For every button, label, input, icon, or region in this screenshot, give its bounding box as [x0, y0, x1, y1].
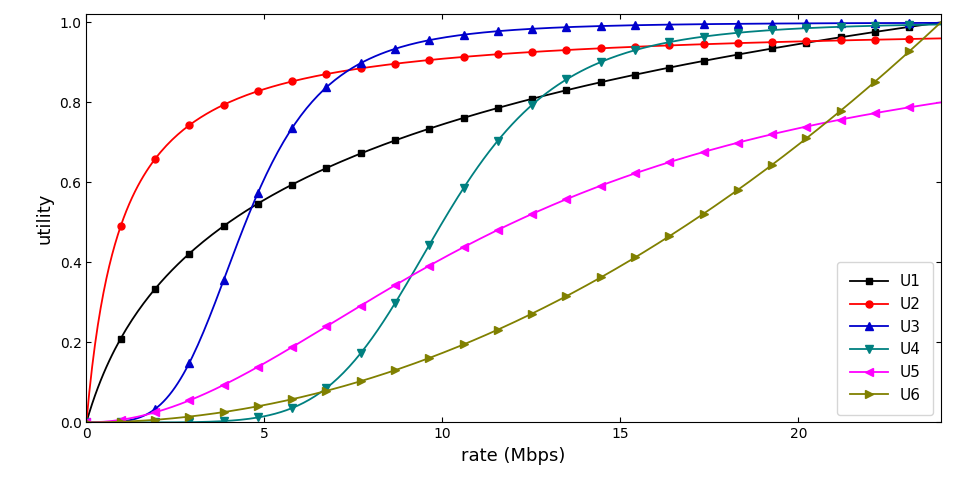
U5 [589, 185, 601, 191]
U6 [81, 420, 92, 425]
U4 [589, 61, 601, 67]
U5 [935, 99, 947, 105]
U3 [935, 20, 947, 26]
U3 [604, 23, 615, 29]
X-axis label: rate (Mbps): rate (Mbps) [462, 447, 565, 465]
Line: U4: U4 [83, 20, 945, 427]
U2 [604, 45, 615, 51]
U6 [84, 420, 95, 425]
U4 [801, 25, 812, 31]
U6 [589, 278, 601, 284]
U2 [81, 420, 92, 425]
U4 [604, 56, 615, 61]
U5 [587, 186, 598, 192]
Line: U5: U5 [83, 98, 945, 427]
U1 [587, 81, 598, 87]
U4 [855, 23, 867, 29]
Line: U2: U2 [83, 35, 945, 426]
U4 [935, 22, 947, 27]
U5 [801, 124, 812, 130]
U3 [81, 420, 92, 425]
U6 [587, 279, 598, 285]
Line: U6: U6 [83, 18, 945, 427]
Line: U3: U3 [83, 19, 945, 427]
U3 [589, 24, 601, 29]
U6 [604, 270, 615, 276]
U5 [604, 180, 615, 185]
U5 [855, 113, 867, 119]
U2 [935, 36, 947, 41]
U2 [84, 390, 95, 396]
U3 [84, 420, 95, 425]
U1 [589, 81, 601, 86]
Legend: U1, U2, U3, U4, U5, U6: U1, U2, U3, U4, U5, U6 [837, 262, 933, 415]
U6 [801, 135, 812, 141]
U5 [84, 420, 95, 425]
U4 [81, 420, 92, 425]
U1 [84, 410, 95, 416]
U6 [855, 91, 867, 96]
U3 [587, 24, 598, 29]
U2 [587, 46, 598, 51]
U1 [855, 31, 867, 37]
Line: U1: U1 [83, 19, 945, 426]
U3 [855, 20, 867, 26]
U6 [935, 20, 947, 25]
U1 [935, 20, 947, 25]
U1 [81, 420, 92, 425]
Y-axis label: utility: utility [36, 192, 54, 244]
U4 [84, 420, 95, 425]
U1 [801, 40, 812, 46]
U1 [604, 77, 615, 83]
U2 [801, 38, 812, 44]
U5 [81, 420, 92, 425]
U3 [801, 21, 812, 26]
U2 [589, 46, 601, 51]
U4 [587, 63, 598, 69]
U2 [855, 37, 867, 43]
